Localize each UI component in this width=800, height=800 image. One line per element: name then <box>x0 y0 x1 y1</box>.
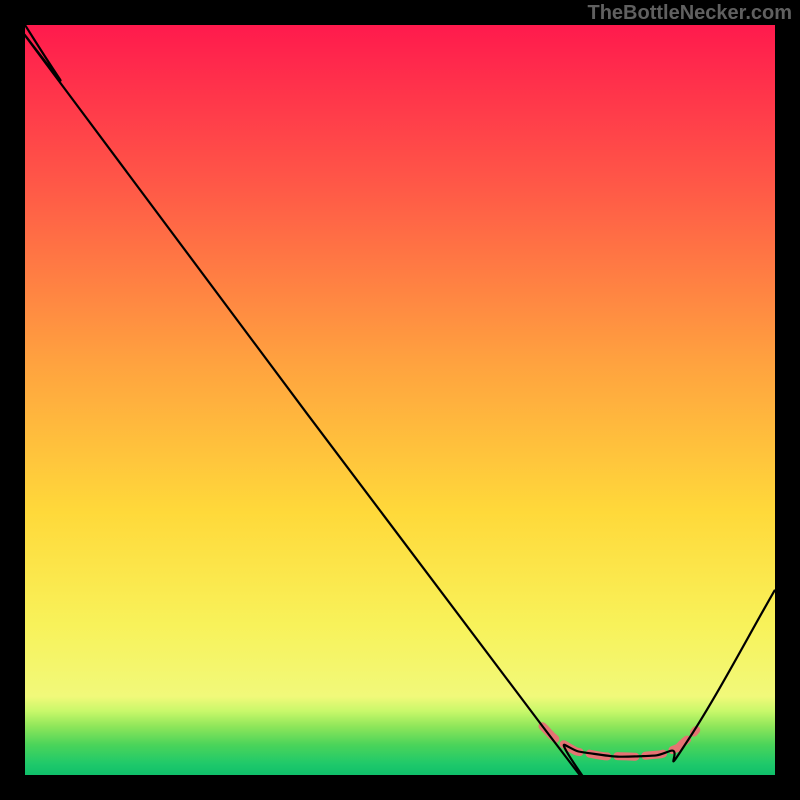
bottleneck-chart <box>0 0 800 800</box>
page: TheBottleNecker.com <box>0 0 800 800</box>
watermark-text: TheBottleNecker.com <box>587 2 792 25</box>
gradient-background <box>25 25 775 775</box>
